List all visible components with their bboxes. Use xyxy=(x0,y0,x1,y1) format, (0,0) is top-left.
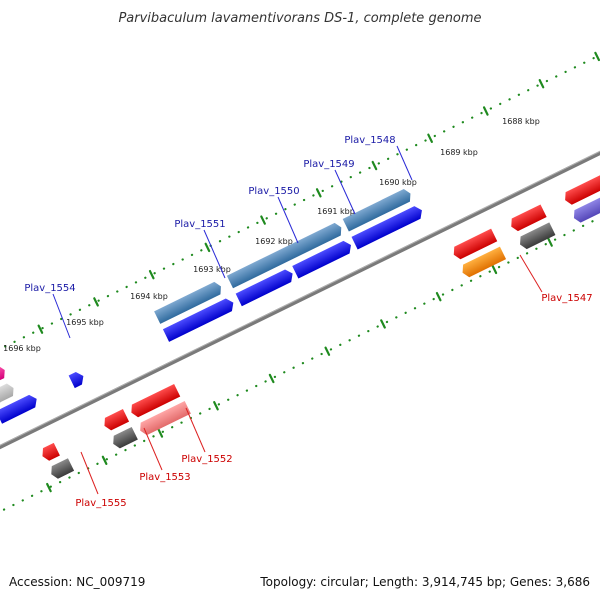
ruler-outer xyxy=(0,35,600,403)
gene-label-plav-1552[interactable]: Plav_1552 xyxy=(181,454,232,465)
cds-feature-plav-1548[interactable] xyxy=(351,204,425,250)
kbp-label: 1688 kbp xyxy=(502,117,540,126)
ruler-inner xyxy=(0,166,600,534)
ruler-tick xyxy=(324,346,331,356)
genome-strip xyxy=(0,35,600,534)
kbp-label: 1692 kbp xyxy=(255,237,293,246)
ruler-tick xyxy=(204,242,211,253)
ruler-tick xyxy=(101,455,108,466)
backbone-highlight xyxy=(0,113,600,484)
gene-label-plav-1548[interactable]: Plav_1548 xyxy=(344,135,395,146)
gene-feature-plav-1548[interactable] xyxy=(342,187,414,232)
gene-label-plav-1547[interactable]: Plav_1547 xyxy=(541,293,592,304)
forward-gene-labels: Plav_1548 Plav_1549 Plav_1550 Plav_1551 … xyxy=(24,135,413,339)
misc-feature-silver[interactable] xyxy=(0,382,17,414)
cds-feature-plav-1552[interactable] xyxy=(128,383,181,419)
ruler-tick xyxy=(148,269,155,280)
ruler-tick xyxy=(371,160,378,171)
ruler-tick xyxy=(427,133,433,143)
ruler-tick xyxy=(213,401,219,411)
gene-feature-plav-1553[interactable] xyxy=(110,426,138,450)
ruler-tick xyxy=(380,319,386,329)
cds-feature-left[interactable] xyxy=(0,393,40,424)
cds-feature-right-a[interactable] xyxy=(508,204,547,232)
ruler-tick xyxy=(491,264,498,275)
ruler-tick xyxy=(157,428,164,438)
cds-feature-plav-1549[interactable] xyxy=(292,239,354,279)
gene-feature-right-a[interactable] xyxy=(517,222,556,250)
leader-line xyxy=(52,293,71,339)
misc-feature-orange-plav-1547[interactable] xyxy=(459,246,507,279)
ruler-tick xyxy=(435,291,442,302)
cds-feature-plav-1554[interactable] xyxy=(68,370,87,389)
leader-line xyxy=(277,196,299,244)
ruler-tick xyxy=(46,482,52,493)
kbp-label: 1693 kbp xyxy=(193,265,231,274)
leader-line xyxy=(334,169,356,215)
ruler-tick xyxy=(594,51,600,62)
gene-feature-plav-1550[interactable] xyxy=(226,221,345,289)
kbp-label: 1689 kbp xyxy=(440,148,478,157)
reverse-gene-row xyxy=(48,186,600,480)
cds-feature-plav-1551[interactable] xyxy=(162,296,237,342)
leader-line xyxy=(143,427,163,471)
cds-feature-plav-1547[interactable] xyxy=(451,228,498,261)
ruler-tick xyxy=(268,373,275,384)
cds-feature-plav-1553[interactable] xyxy=(101,409,130,432)
leader-line xyxy=(519,254,543,293)
pseudogene-feature-plav-1552[interactable] xyxy=(137,401,191,437)
ruler-tick xyxy=(538,79,545,89)
kbp-label: 1695 kbp xyxy=(66,318,104,327)
genome-backbone xyxy=(0,113,600,487)
kbp-labels: 1688 kbp 1689 kbp 1690 kbp 1691 kbp 1692… xyxy=(3,117,540,353)
ruler-tick xyxy=(547,237,553,247)
reverse-cds-row xyxy=(39,168,600,463)
kbp-label: 1694 kbp xyxy=(130,292,168,301)
kbp-label: 1696 kbp xyxy=(3,344,41,353)
gene-feature-plav-1555[interactable] xyxy=(48,458,75,480)
gene-label-plav-1549[interactable]: Plav_1549 xyxy=(303,159,354,170)
ruler-tick xyxy=(260,215,266,225)
topology-text: Topology: circular; Length: 3,914,745 bp… xyxy=(259,575,590,589)
accession-text: Accession: NC_009719 xyxy=(9,575,145,589)
gene-label-plav-1553[interactable]: Plav_1553 xyxy=(139,472,190,483)
kbp-label: 1690 kbp xyxy=(379,178,417,187)
cds-feature-plav-1555[interactable] xyxy=(39,442,60,463)
reverse-gene-labels: Plav_1547 Plav_1552 Plav_1553 Plav_1555 xyxy=(75,254,593,509)
gene-label-plav-1555[interactable]: Plav_1555 xyxy=(75,498,126,509)
ruler-inner-ticks xyxy=(46,237,553,493)
leader-line xyxy=(80,451,99,495)
leader-line xyxy=(203,229,226,279)
gene-label-plav-1551[interactable]: Plav_1551 xyxy=(174,219,225,230)
cds-feature-right-b[interactable] xyxy=(562,168,600,206)
leader-line xyxy=(185,407,206,453)
kbp-label: 1691 kbp xyxy=(317,207,355,216)
gene-label-plav-1550[interactable]: Plav_1550 xyxy=(248,186,299,197)
ruler-tick xyxy=(93,297,99,307)
gene-feature-plav-1551[interactable] xyxy=(154,280,224,324)
gene-label-plav-1554[interactable]: Plav_1554 xyxy=(24,283,75,294)
ruler-outer-ticks xyxy=(37,51,600,334)
ruler-tick xyxy=(482,106,489,116)
leader-line xyxy=(396,145,413,181)
ruler-tick xyxy=(37,324,44,334)
ruler-tick xyxy=(315,188,322,198)
map-title: Parvibaculum lavamentivorans DS-1, compl… xyxy=(118,11,481,26)
forward-cds-row xyxy=(0,204,425,424)
misc-feature-purple[interactable] xyxy=(571,186,600,224)
cds-feature-plav-1550[interactable] xyxy=(235,267,296,307)
forward-gene-row xyxy=(0,187,414,414)
